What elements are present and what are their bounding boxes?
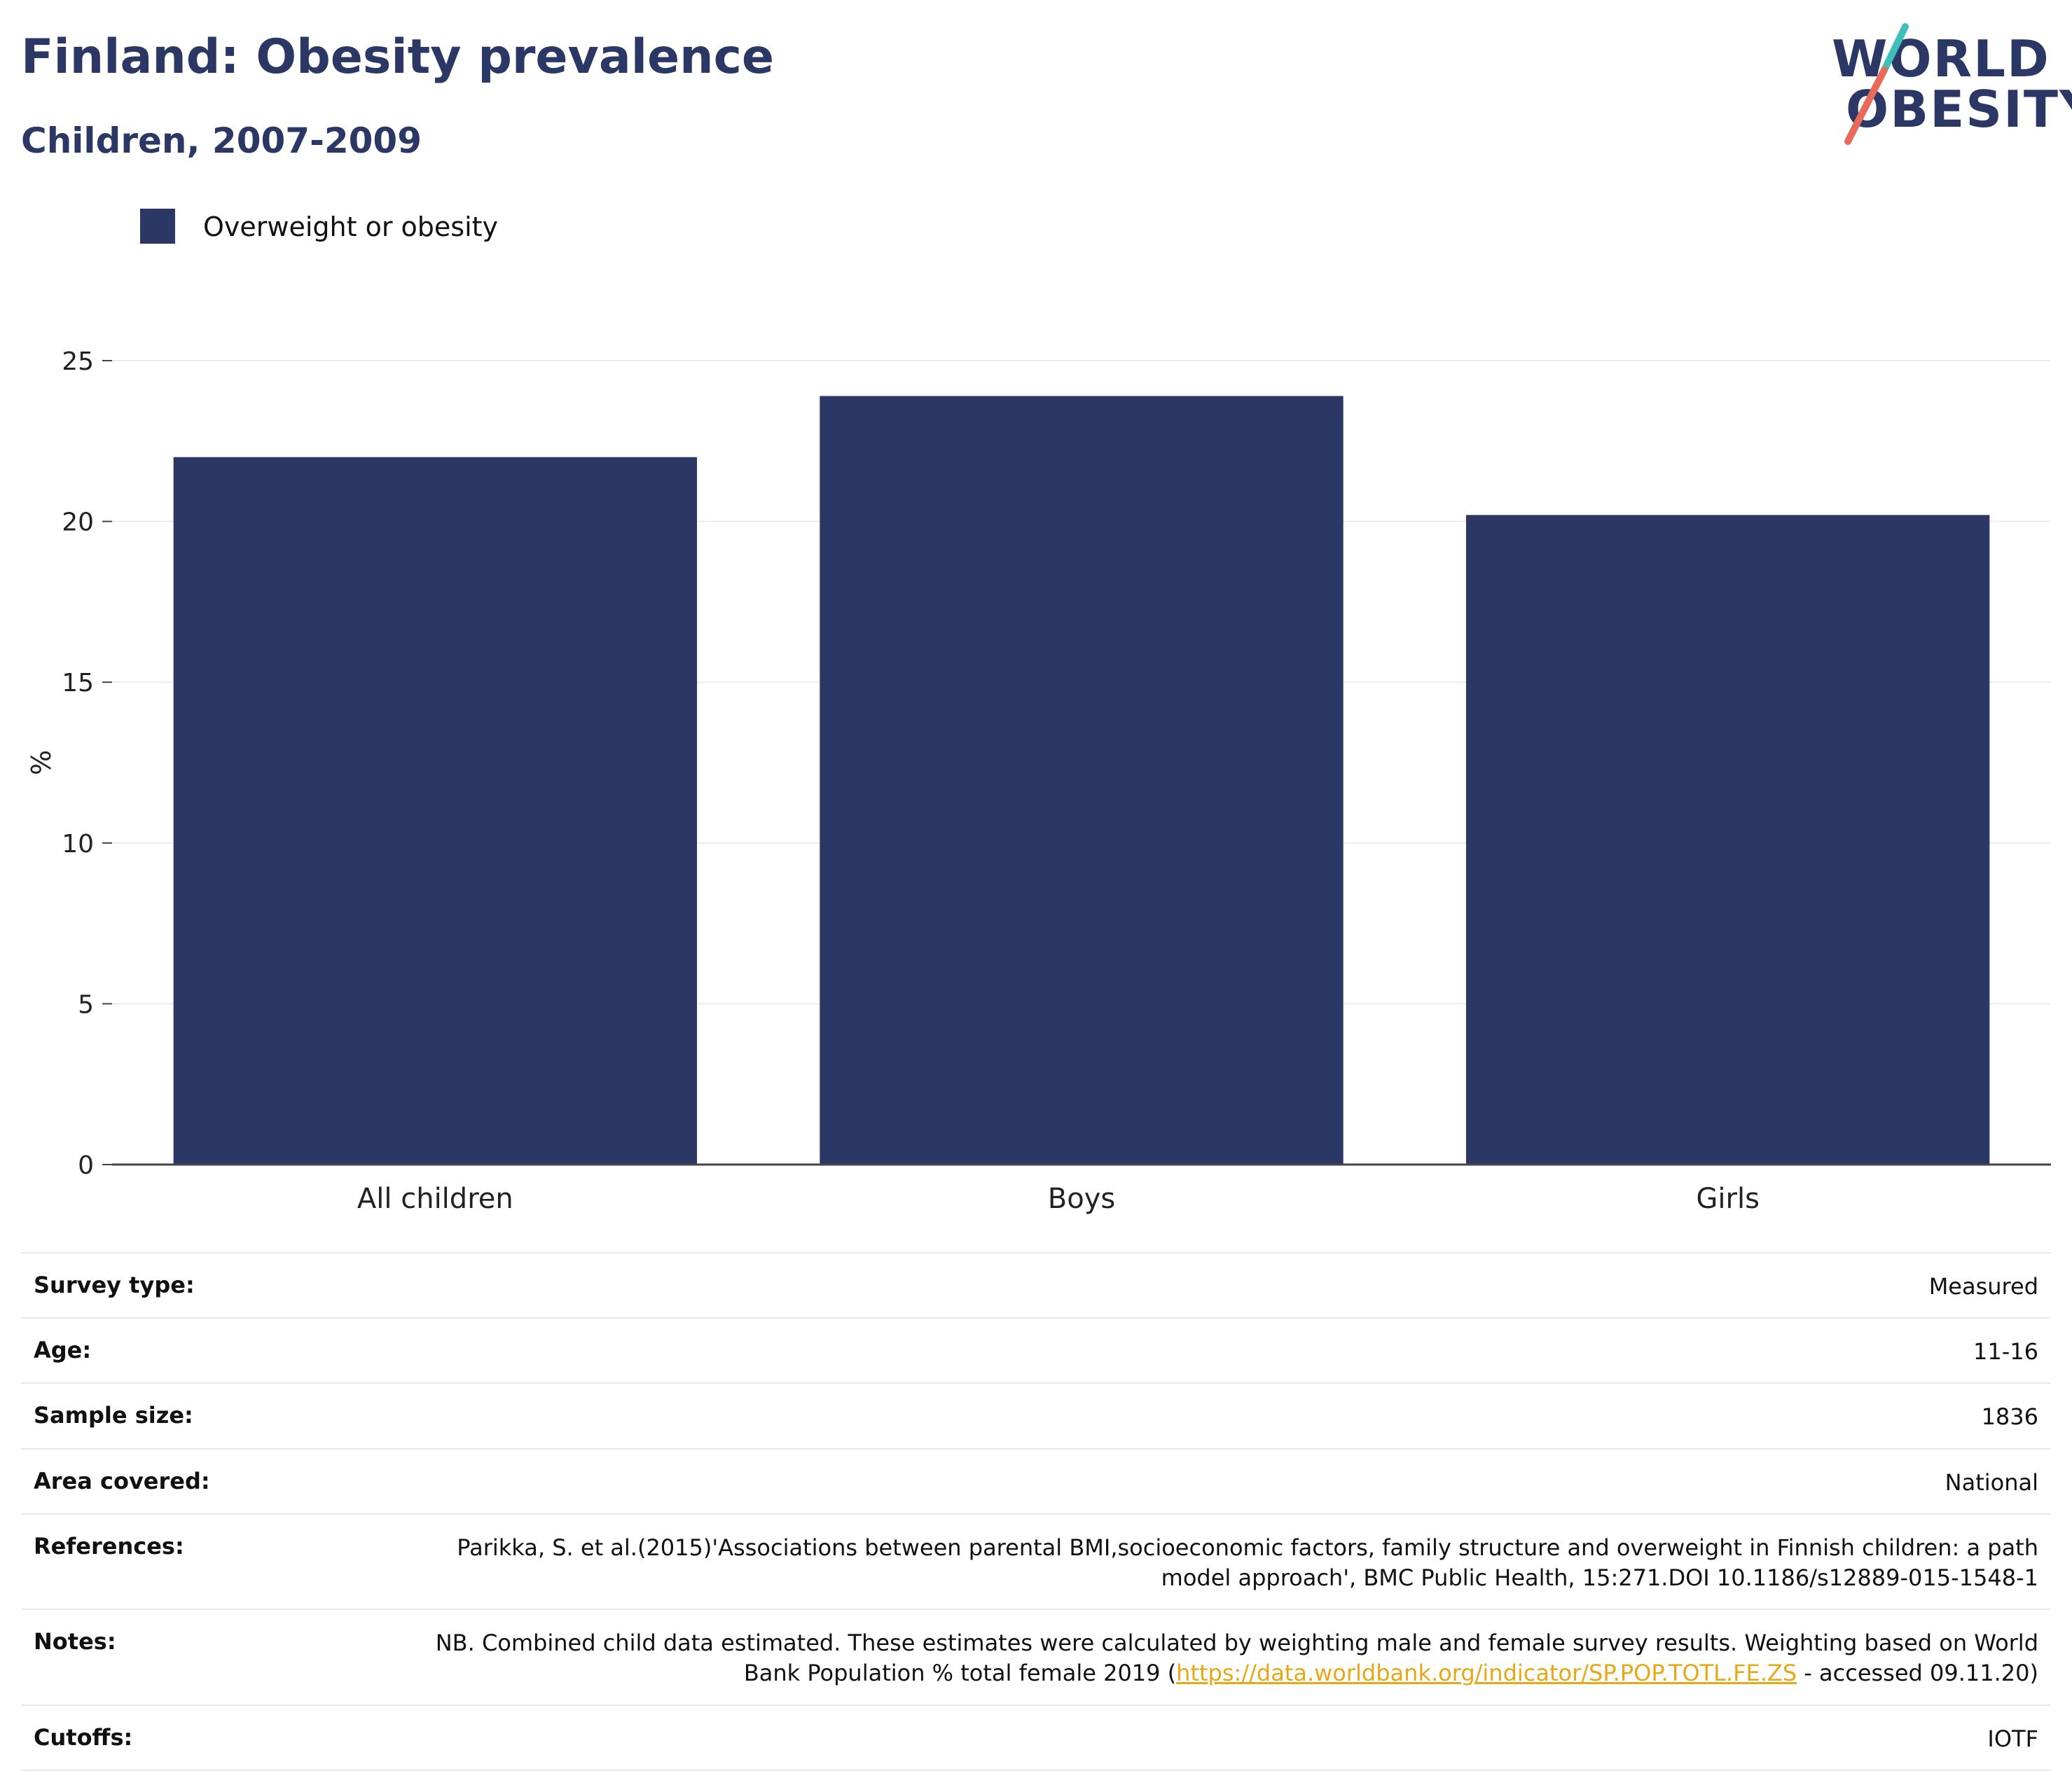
page-subtitle: Children, 2007-2009 [21, 120, 422, 161]
x-tick-label: Boys [1048, 1183, 1115, 1215]
info-row-references: References: Parikka, S. et al.(2015)'Ass… [21, 1513, 2051, 1609]
info-value: 1836 [1981, 1403, 2038, 1431]
info-value: NB. Combined child data estimated. These… [427, 1628, 2038, 1688]
y-tick-label: 10 [62, 830, 94, 859]
bar-girls [1465, 515, 1990, 1165]
bar-boys [820, 396, 1344, 1165]
survey-info-table: Survey type: Measured Age: 11-16 Sample … [21, 1252, 2051, 1771]
y-axis-title: % [26, 750, 57, 775]
legend-label: Overweight or obesity [203, 211, 499, 242]
info-label: Notes: [34, 1628, 116, 1655]
world-obesity-logo: WORLD OBESITY [1821, 21, 2072, 147]
y-tick-label: 25 [62, 347, 94, 376]
bar-chart: 0 5 10 15 20 25 All children Boys Girls% [26, 347, 2051, 1215]
notes-text-after: - accessed 09.11.20) [1797, 1660, 2038, 1687]
info-value: 11-16 [1973, 1338, 2038, 1366]
page-title: Finland: Obesity prevalence [21, 29, 775, 85]
y-tick-label: 15 [62, 669, 94, 697]
y-tick-label: 20 [62, 508, 94, 537]
info-row-cutoffs: Cutoffs: IOTF [21, 1704, 2051, 1771]
info-value: National [1945, 1468, 2038, 1496]
info-row-survey-type: Survey type: Measured [21, 1252, 2051, 1317]
notes-text: NB. Combined child data estimated. These… [435, 1630, 2038, 1687]
info-row-area-covered: Area covered: National [21, 1447, 2051, 1513]
info-label: Survey type: [34, 1272, 195, 1298]
notes-link[interactable]: https://data.worldbank.org/indicator/SP.… [1176, 1660, 1797, 1687]
logo-slash-icon [1844, 23, 1909, 145]
bar-all-children [173, 457, 698, 1165]
x-tick-label: All children [357, 1183, 513, 1215]
info-value: Measured [1928, 1273, 2038, 1300]
info-value: IOTF [1987, 1725, 2038, 1752]
info-label: Area covered: [34, 1467, 210, 1494]
info-row-sample-size: Sample size: 1836 [21, 1382, 2051, 1447]
legend-swatch [140, 209, 175, 244]
info-row-notes: Notes: NB. Combined child data estimated… [21, 1609, 2051, 1704]
y-tick-label: 5 [78, 990, 94, 1019]
info-label: Cutoffs: [34, 1723, 133, 1751]
y-tick-label: 0 [78, 1151, 94, 1180]
info-label: Sample size: [34, 1402, 193, 1429]
info-label: Age: [34, 1337, 92, 1364]
x-tick-label: Girls [1696, 1183, 1760, 1215]
logo-line2: OBESITY [1846, 80, 2072, 139]
info-value: Parikka, S. et al.(2015)'Associations be… [457, 1534, 2038, 1591]
info-label: References: [34, 1532, 184, 1560]
info-row-age: Age: 11-16 [21, 1317, 2051, 1382]
logo-line1: WORLD [1832, 29, 2050, 88]
